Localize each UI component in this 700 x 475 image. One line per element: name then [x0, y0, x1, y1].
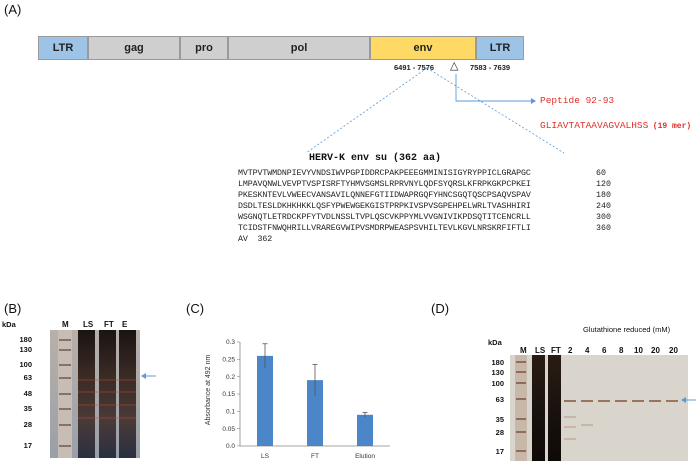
peptide-sequence-row: GLIAVTATAAVAGVALHSS (19 mer): [540, 115, 691, 133]
sequence-line: TCIDSTFNWQHRILLVRAREGVWIPVSMDRPWEASPSVHI…: [238, 224, 531, 233]
genome-segment-env: env: [370, 36, 476, 60]
peptide-position-marker-icon: △: [450, 59, 459, 72]
panel-d-marker-label: 180: [491, 358, 504, 367]
env-coordinates: 6491 - 7576: [394, 63, 435, 72]
panel-b-marker-label: 17: [23, 441, 32, 450]
panel-d-lane-label: 2: [568, 346, 573, 355]
sequence-line-number: 240: [596, 202, 611, 211]
panel-d-lane-label: 20: [669, 346, 678, 355]
sequence-line-number: 120: [596, 180, 611, 189]
sequence-line: DSDLTESLDKHKHKKLQSFYPWEWGEKGISTPRPKIVSPV…: [238, 202, 531, 211]
panel-c-bar: [257, 355, 273, 446]
panel-d-marker-label: 35: [495, 415, 504, 424]
panel-d-gel-image: [510, 355, 696, 461]
genome-segment-ltr-5: LTR: [38, 36, 88, 60]
panel-d-marker-label: 17: [495, 447, 504, 456]
sequence-title: HERV-K env su (362 aa): [309, 153, 442, 164]
panel-c-bar-chart: Absorbance at 492 nm 0.0 0.05 0.1 0.15 0.2 0.…: [205, 339, 390, 460]
sequence-line-number: 180: [596, 191, 611, 200]
panel-b-marker-label: 48: [23, 389, 32, 398]
panel-c-y-tick-label: 0.15: [222, 391, 235, 398]
panel-c-y-tick-label: 0.3: [226, 339, 235, 346]
panel-b-marker-label: 100: [19, 360, 32, 369]
sequence-line: AV 362: [238, 235, 273, 244]
sequence-line-number: 60: [596, 169, 606, 178]
panel-b-lane-label: M: [62, 320, 69, 329]
panel-c-y-tick-label: 0.1: [226, 409, 235, 416]
panel-c-y-tick-label: 0.25: [222, 357, 235, 364]
panel-d-lane-label: 6: [602, 346, 607, 355]
panel-b-marker-label: 35: [23, 404, 32, 413]
genome-segment-gag: gag: [88, 36, 180, 60]
panel-d-marker-label: 100: [491, 379, 504, 388]
sequence-line-number: 360: [596, 224, 611, 233]
panel-b-label: (B): [4, 301, 22, 316]
panel-c-bar: [307, 380, 323, 446]
sequence-line: LMPAVQNWLVEVPTVSPISRFTYHMVSGMSLRPRVNYLQD…: [238, 180, 531, 189]
panel-b-marker-label: 130: [19, 345, 32, 354]
sequence-line: MVTPVTWMDNPIEVYVNDSIWVPGPIDDRCPAKPEEEGMM…: [238, 169, 531, 178]
genome-segment-ltr-3: LTR: [476, 36, 524, 60]
panel-d-marker-label: 63: [495, 395, 504, 404]
panel-b-lane-label: LS: [83, 320, 94, 329]
panel-d-lane-label: M: [520, 346, 527, 355]
ltr-coordinates: 7583 - 7639: [470, 63, 511, 72]
panel-c-y-tick-label: 0.0: [226, 443, 235, 450]
panel-c-label: (C): [186, 301, 205, 316]
panel-b-lane-label: FT: [104, 320, 114, 329]
panel-b-gel-image: [50, 330, 156, 458]
panel-d-lane-label: LS: [535, 346, 546, 355]
panel-b-marker-label: 180: [19, 335, 32, 344]
genome-segment-pol: pol: [228, 36, 370, 60]
panel-d-header: Glutathione reduced (mM): [583, 325, 671, 334]
panel-c-x-tick-label: Elution: [355, 453, 375, 460]
peptide-sequence: GLIAVTATAAVAGVALHSS: [540, 120, 649, 131]
panel-c-y-tick-label: 0.05: [222, 426, 235, 433]
panel-d-label: (D): [431, 301, 450, 316]
panel-d-lane-label: 4: [585, 346, 590, 355]
panel-d-marker-label: 28: [495, 428, 504, 437]
panel-d-marker-label: 130: [491, 368, 504, 377]
panel-d-lane-label: 20: [651, 346, 660, 355]
genome-segment-pro: pro: [180, 36, 228, 60]
panel-c-x-tick-label: LS: [261, 453, 270, 460]
panel-c-ylabel: Absorbance at 492 nm: [205, 355, 212, 426]
panel-c-y-tick-label: 0.2: [226, 374, 235, 381]
peptide-title: Peptide 92-93: [540, 95, 615, 106]
panel-a-label: (A): [4, 2, 22, 17]
peptide-length: (19 mer): [652, 122, 692, 131]
sequence-line: PKESKNTEVLVWEECVANSAVILQNNEFGTIIDWAPRGQF…: [238, 191, 531, 200]
panel-c-x-tick-label: FT: [311, 453, 319, 460]
panel-d-lane-label: 10: [634, 346, 643, 355]
panel-b-lane-label: E: [122, 320, 128, 329]
panel-d-kda-label: kDa: [488, 338, 502, 347]
panel-d-lane-label: 8: [619, 346, 624, 355]
panel-b-marker-label: 28: [23, 420, 32, 429]
panel-d-lane-label: FT: [551, 346, 561, 355]
panel-c-bar: [357, 414, 373, 446]
panel-b-marker-label: 63: [23, 373, 32, 382]
panel-b-kda-label: kDa: [2, 320, 16, 329]
sequence-line: WSGNQTLETRDCKPFYTVDLNSSLTVPLQSCVKPPYMLVV…: [238, 213, 531, 222]
sequence-line-number: 300: [596, 213, 611, 222]
